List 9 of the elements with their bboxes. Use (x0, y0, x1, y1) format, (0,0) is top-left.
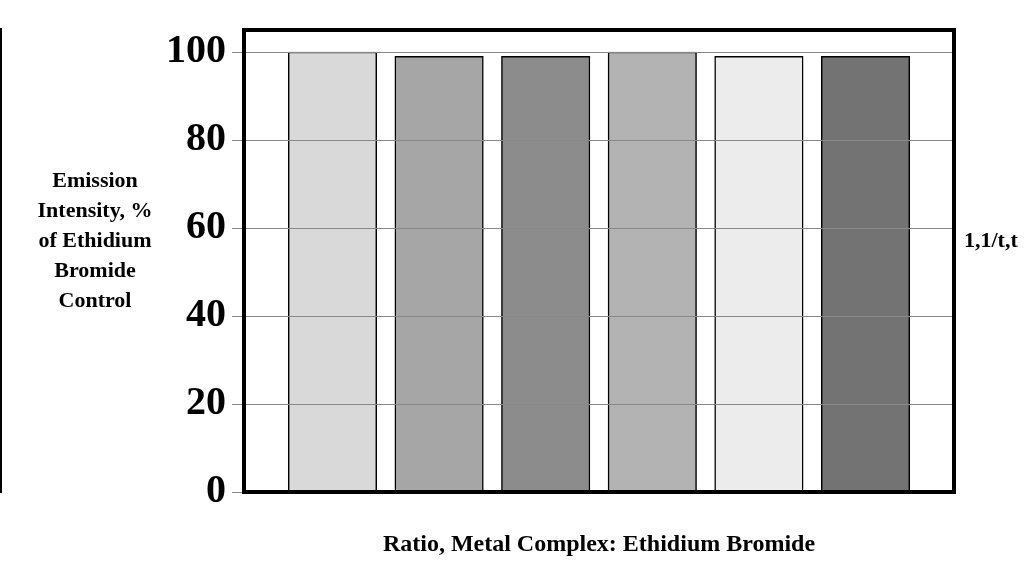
y-axis-title: Emission Intensity, % of Ethidium Bromide Control (37, 166, 153, 312)
y-tick-label: 60 (186, 202, 226, 248)
y-tick-label: 0 (206, 466, 226, 512)
y-tick-label: 20 (186, 378, 226, 424)
text: 1,1/t,t (964, 226, 1019, 252)
y-tick-label: 80 (186, 114, 226, 160)
x-axis-title: Ratio, Metal Complex: Ethidium Bromide (382, 530, 816, 557)
y-tick-label: 100 (166, 26, 226, 72)
y-tick-label: 40 (186, 290, 226, 336)
